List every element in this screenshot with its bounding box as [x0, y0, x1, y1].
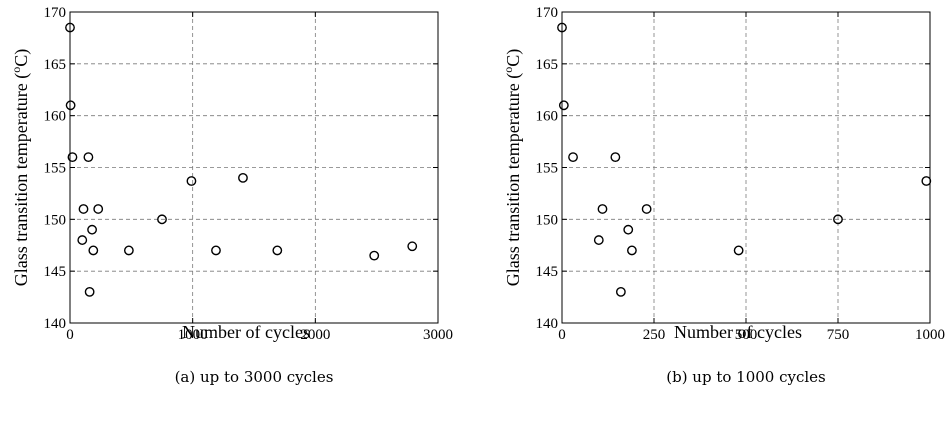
data-point [272, 245, 283, 256]
data-point [627, 245, 637, 256]
y-tick-label: 155 [44, 161, 67, 177]
data-point [93, 204, 104, 214]
data-point [369, 250, 380, 261]
data-point [921, 176, 932, 186]
y-tick-label: 160 [536, 109, 559, 125]
data-point [557, 22, 567, 33]
y-tick-label: 160 [44, 109, 67, 125]
chart-b: 140 145 150 155 160 165 170 0 250 500 750 1000 Numbe… [501, 5, 945, 343]
x-axis-label: Number of cycles [182, 322, 310, 342]
y-tick-label: 145 [44, 264, 67, 280]
data-point [211, 245, 221, 256]
y-tick-label: 165 [536, 57, 559, 73]
x-tick-label: 1000 [178, 327, 208, 343]
data-point [833, 214, 843, 225]
data-point [84, 286, 95, 297]
x-tick-label: 0 [66, 327, 74, 343]
data-point [623, 224, 634, 235]
x-tick-label: 500 [735, 327, 758, 343]
data-point [558, 100, 569, 111]
caption-b: (b) up to 1000 cycles [666, 368, 826, 386]
x-tick-label: 3000 [423, 327, 453, 343]
x-axis-label: Number of cycles [674, 322, 802, 342]
data-point [186, 176, 197, 186]
x-tick-label: 2000 [300, 327, 330, 343]
data-point [238, 172, 248, 183]
data-point [733, 245, 744, 256]
y-tick-label: 155 [536, 161, 559, 177]
y-axis-label: Glass transition temperature (oC) [9, 49, 32, 286]
x-tick-label: 0 [558, 327, 566, 343]
y-tick-label: 150 [536, 212, 559, 228]
data-point [123, 245, 134, 256]
y-axis-label: Glass transition temperature (oC) [501, 49, 524, 286]
data-point [615, 286, 626, 297]
data-point [77, 235, 88, 245]
y-tick-label: 140 [536, 316, 559, 332]
data-point [597, 204, 608, 214]
y-tick-label: 145 [536, 264, 559, 280]
x-tick-label: 250 [643, 327, 666, 343]
data-point [65, 22, 75, 33]
data-point [65, 100, 76, 111]
x-tick-label: 750 [827, 327, 850, 343]
caption-a: (a) up to 3000 cycles [174, 368, 334, 386]
chart-a: 140 145 150 155 160 165 170 0 1000 2000 3000 Number… [9, 5, 453, 343]
y-tick-label: 140 [44, 316, 67, 332]
data-point [83, 152, 94, 163]
data-point [593, 235, 604, 245]
y-tick-label: 170 [44, 5, 67, 21]
data-point [87, 224, 97, 235]
y-tick-label: 150 [44, 212, 67, 228]
data-point [568, 152, 578, 163]
data-point [407, 241, 418, 252]
x-tick-label: 1000 [915, 327, 945, 343]
data-point [610, 152, 621, 163]
data-point [88, 245, 99, 256]
data-point [641, 204, 652, 214]
data-point [78, 204, 89, 214]
data-point [67, 152, 78, 163]
y-tick-label: 165 [44, 57, 67, 73]
data-point [157, 214, 167, 225]
y-tick-label: 170 [536, 5, 559, 21]
